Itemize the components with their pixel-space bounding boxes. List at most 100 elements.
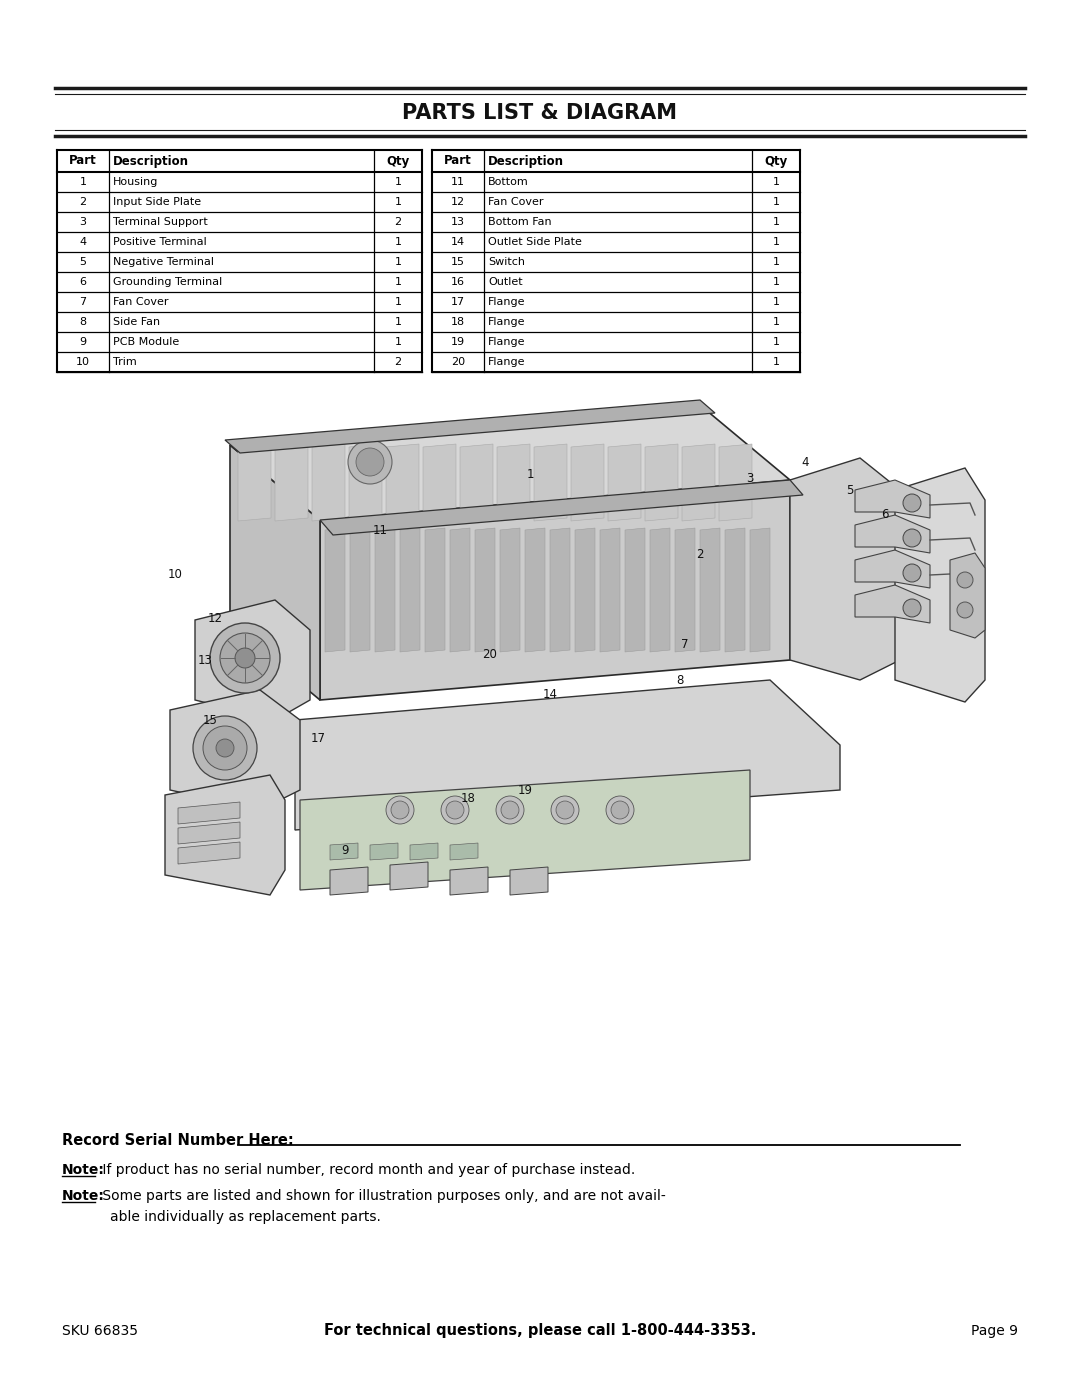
Text: Outlet: Outlet — [488, 277, 523, 286]
Text: 13: 13 — [198, 654, 213, 666]
Text: 12: 12 — [451, 197, 465, 207]
Polygon shape — [550, 528, 570, 652]
Text: 9: 9 — [341, 844, 349, 856]
Circle shape — [957, 602, 973, 617]
Text: Note:: Note: — [62, 1189, 105, 1203]
Polygon shape — [230, 405, 789, 520]
Polygon shape — [390, 862, 428, 890]
Text: 2: 2 — [697, 549, 704, 562]
Text: 1: 1 — [772, 197, 780, 207]
Circle shape — [556, 800, 573, 819]
Polygon shape — [681, 444, 715, 521]
Text: SKU 66835: SKU 66835 — [62, 1324, 138, 1338]
Polygon shape — [238, 444, 271, 521]
Text: Flange: Flange — [488, 358, 526, 367]
Text: 11: 11 — [451, 177, 465, 187]
Polygon shape — [855, 550, 930, 588]
Polygon shape — [170, 690, 300, 810]
Polygon shape — [375, 528, 395, 652]
Polygon shape — [426, 528, 445, 652]
Text: 4: 4 — [801, 455, 809, 468]
Polygon shape — [450, 528, 470, 652]
Text: Some parts are listed and shown for illustration purposes only, and are not avai: Some parts are listed and shown for illu… — [98, 1189, 665, 1203]
Text: 17: 17 — [311, 732, 325, 745]
Text: 1: 1 — [394, 257, 402, 267]
Text: 1: 1 — [394, 277, 402, 286]
Text: 1: 1 — [772, 217, 780, 226]
Circle shape — [220, 633, 270, 683]
Polygon shape — [330, 868, 368, 895]
Circle shape — [216, 739, 234, 757]
Text: 13: 13 — [451, 217, 465, 226]
Polygon shape — [386, 444, 419, 521]
Polygon shape — [789, 458, 900, 680]
Polygon shape — [450, 842, 478, 861]
Polygon shape — [725, 528, 745, 652]
Circle shape — [210, 623, 280, 693]
Text: 6: 6 — [881, 509, 889, 521]
Polygon shape — [855, 481, 930, 518]
Text: 15: 15 — [203, 714, 217, 726]
Text: 1: 1 — [772, 358, 780, 367]
Polygon shape — [295, 680, 840, 830]
Text: 8: 8 — [676, 673, 684, 686]
Polygon shape — [650, 528, 670, 652]
Polygon shape — [312, 444, 345, 521]
Text: 2: 2 — [394, 217, 402, 226]
Polygon shape — [275, 444, 308, 521]
Text: 3: 3 — [80, 217, 86, 226]
Text: 19: 19 — [517, 784, 532, 796]
Circle shape — [957, 571, 973, 588]
Circle shape — [501, 800, 519, 819]
Text: 1: 1 — [394, 298, 402, 307]
Circle shape — [903, 495, 921, 511]
Text: 5: 5 — [847, 483, 853, 496]
Text: Terminal Support: Terminal Support — [113, 217, 207, 226]
Polygon shape — [750, 528, 770, 652]
Polygon shape — [325, 528, 345, 652]
Text: Grounding Terminal: Grounding Terminal — [113, 277, 222, 286]
Text: For technical questions, please call 1-800-444-3353.: For technical questions, please call 1-8… — [324, 1323, 756, 1338]
Text: Flange: Flange — [488, 298, 526, 307]
Text: 12: 12 — [207, 612, 222, 624]
Text: Trim: Trim — [113, 358, 137, 367]
Polygon shape — [165, 775, 285, 895]
Text: 8: 8 — [80, 317, 86, 327]
Text: PCB Module: PCB Module — [113, 337, 179, 346]
Text: Housing: Housing — [113, 177, 159, 187]
Text: 7: 7 — [681, 638, 689, 651]
Text: 18: 18 — [451, 317, 465, 327]
Polygon shape — [575, 528, 595, 652]
Text: 14: 14 — [542, 689, 557, 701]
Polygon shape — [330, 842, 357, 861]
Text: 20: 20 — [483, 648, 498, 662]
Text: 1: 1 — [80, 177, 86, 187]
Polygon shape — [450, 868, 488, 895]
Circle shape — [193, 717, 257, 780]
Text: Switch: Switch — [488, 257, 525, 267]
Polygon shape — [349, 444, 382, 521]
Text: PARTS LIST & DIAGRAM: PARTS LIST & DIAGRAM — [403, 103, 677, 123]
Text: Input Side Plate: Input Side Plate — [113, 197, 201, 207]
Circle shape — [386, 796, 414, 824]
Text: Qty: Qty — [765, 155, 787, 168]
Polygon shape — [600, 528, 620, 652]
Text: 1: 1 — [772, 257, 780, 267]
Circle shape — [356, 448, 384, 476]
Polygon shape — [225, 400, 715, 453]
Text: Record Serial Number Here:: Record Serial Number Here: — [62, 1133, 294, 1148]
Text: 7: 7 — [80, 298, 86, 307]
Polygon shape — [178, 842, 240, 863]
Polygon shape — [571, 444, 604, 521]
Polygon shape — [500, 528, 519, 652]
Circle shape — [391, 800, 409, 819]
Polygon shape — [645, 444, 678, 521]
Text: Qty: Qty — [387, 155, 409, 168]
Polygon shape — [230, 446, 320, 700]
Text: 16: 16 — [230, 742, 245, 754]
Text: 1: 1 — [772, 177, 780, 187]
Text: Flange: Flange — [488, 317, 526, 327]
Text: 4: 4 — [80, 237, 86, 247]
Text: 1: 1 — [394, 317, 402, 327]
Polygon shape — [675, 528, 696, 652]
